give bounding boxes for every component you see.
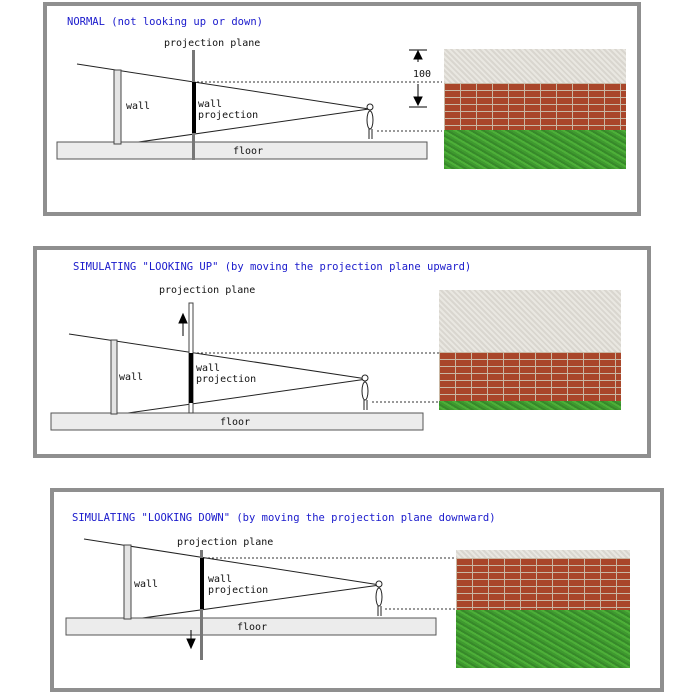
wall-projection-label-line1: wall [196,363,221,374]
panel-title: NORMAL (not looking up or down) [67,16,263,28]
wall-shape [123,544,132,620]
diagram-looking-up [50,302,439,431]
projection-plane-label: projection plane [177,537,274,548]
height-value-label: 100 [413,69,432,80]
sight-line-top [68,333,368,380]
brick-wall-area [444,83,626,130]
viewer-figure [375,580,383,616]
brick-wall-area [456,558,630,610]
down-arrow-icon [186,630,196,650]
grass-floor-area [439,401,621,410]
ceiling-area [439,290,621,352]
wall-label: wall [126,101,151,112]
rendered-view-looking-up [439,290,621,410]
wall-projection-label-line2: projection [208,585,269,596]
panel-looking-up: SIMULATING "LOOKING UP" (by moving the p… [33,246,651,458]
diagram-normal [56,49,442,160]
panel-looking-down: SIMULATING "LOOKING DOWN" (by moving the… [50,488,664,692]
floor-slab [50,412,424,431]
wall-label: wall [134,579,159,590]
rendered-view-normal [444,49,626,169]
sight-line-top [83,538,381,586]
rendered-view-looking-down [456,550,630,668]
floor-label: floor [237,622,268,633]
floor-label: floor [233,146,264,157]
panel-title: SIMULATING "LOOKING DOWN" (by moving the… [72,512,496,524]
wall-projection-label-line1: wall [198,99,223,110]
brick-wall-area [439,352,621,401]
floor-slab [65,617,437,636]
wall-projection-bar [200,558,204,609]
height-arrow-icon [409,49,427,108]
wall-projection-label-line1: wall [208,574,233,585]
wall-projection-label-line2: projection [196,374,257,385]
floor-slab [56,141,428,160]
grass-floor-area [444,130,626,169]
diagram-looking-down [65,538,456,660]
wall-projection-bar [189,353,193,403]
grass-floor-area [456,610,630,668]
wall-label: wall [119,372,144,383]
wall-shape [110,339,118,415]
sight-line-top [76,63,370,110]
projection-plane-label: projection plane [164,38,261,49]
wall-projection-bar [192,82,196,133]
floor-label: floor [220,417,251,428]
viewer-figure [361,374,369,410]
panel-title: SIMULATING "LOOKING UP" (by moving the p… [73,261,472,273]
wall-shape [113,69,122,145]
viewer-figure [366,103,374,139]
ceiling-area [456,550,630,558]
wall-projection-label-line2: projection [198,110,259,121]
projection-plane-label: projection plane [159,285,256,296]
ceiling-area [444,49,626,83]
panel-normal: NORMAL (not looking up or down) projecti… [43,2,641,216]
up-arrow-icon [178,312,188,336]
